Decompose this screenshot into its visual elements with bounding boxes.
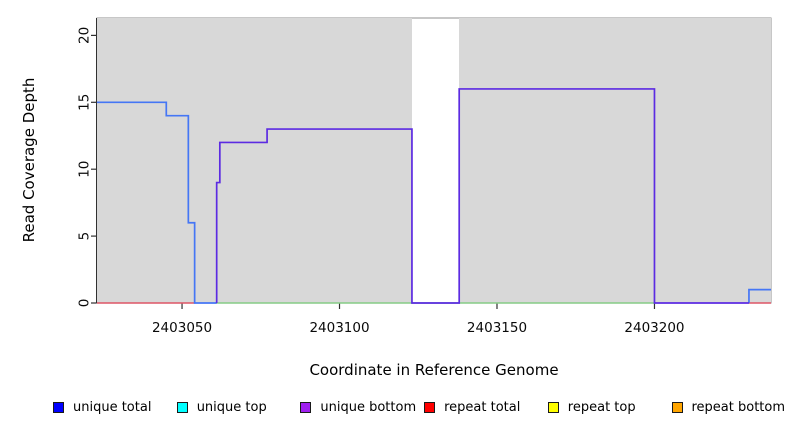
legend-swatch (547, 401, 559, 413)
legend-swatch (176, 401, 188, 413)
series-line-unique-total (97, 101, 217, 304)
coverage-region (97, 18, 412, 303)
x-tick-label: 2403150 (467, 320, 527, 336)
legend: unique total unique top unique bottom repea… (0, 398, 792, 418)
legend-label: unique bottom (320, 399, 417, 415)
series-line-unique-bottom (215, 88, 749, 304)
y-tick-label: 5 (76, 232, 92, 241)
legend-label: repeat top (567, 399, 636, 415)
legend-item-repeat-total: repeat total (424, 398, 520, 416)
legend-swatch (53, 401, 64, 413)
legend-label: repeat bottom (691, 399, 786, 415)
legend-item-unique-top: unique top (176, 398, 267, 416)
y-tick-label: 20 (76, 27, 92, 44)
legend-swatch (671, 401, 683, 413)
legend-item-repeat-top: repeat top (547, 398, 636, 416)
y-tick-label: 15 (76, 94, 92, 111)
legend-label: unique total (73, 399, 152, 415)
legend-swatch (300, 401, 312, 413)
legend-swatch (424, 401, 436, 413)
y-axis-title: Read Coverage Depth (20, 77, 38, 243)
legend-label: repeat total (444, 399, 521, 415)
x-axis-title: Coordinate in Reference Genome (309, 361, 559, 379)
legend-item-repeat-bottom: repeat bottom (671, 398, 786, 416)
series-line-unique-total (748, 288, 771, 303)
y-tick-label: 10 (76, 161, 92, 178)
x-tick-label: 2403200 (624, 320, 684, 336)
x-tick-label: 2403100 (309, 320, 369, 336)
x-tick-label: 2403050 (152, 320, 212, 336)
legend-item-unique-bottom: unique bottom (300, 398, 416, 416)
y-tick-label: 0 (76, 299, 92, 308)
legend-item-unique-total: unique total (53, 398, 151, 416)
coverage-region (459, 18, 771, 303)
legend-label: unique top (196, 399, 267, 415)
